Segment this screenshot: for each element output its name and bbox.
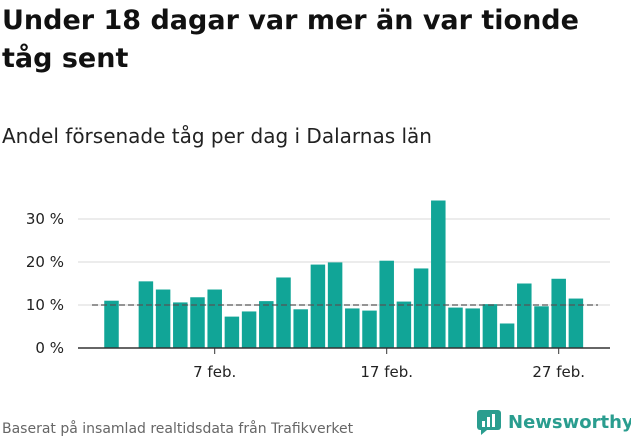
bar (276, 277, 291, 348)
y-tick-label: 30 % (26, 210, 64, 228)
bar (396, 301, 412, 348)
bar (448, 307, 463, 348)
bar (362, 310, 377, 348)
bar (568, 298, 584, 348)
brand-name: Newsworthy (508, 411, 631, 433)
bar (224, 316, 240, 348)
x-tick-label: 27 feb. (532, 363, 585, 381)
bar (293, 309, 308, 348)
bar (465, 308, 480, 348)
bar (173, 302, 188, 348)
newsworthy-logo-icon (477, 410, 501, 435)
y-tick-label: 0 % (35, 339, 64, 357)
bar (190, 297, 205, 348)
bar (345, 308, 360, 348)
bar (207, 289, 222, 348)
source-note: Baserat på insamlad realtidsdata från Tr… (2, 421, 354, 437)
chart-title: Under 18 dagar var mer än var tionde tåg… (2, 5, 579, 74)
bar (104, 300, 119, 348)
bar (482, 304, 498, 348)
bar (534, 306, 549, 348)
bar (499, 323, 515, 348)
bar (241, 311, 257, 348)
bar (379, 260, 394, 348)
bar (517, 283, 532, 348)
bar (413, 268, 429, 348)
brand-logo: Newsworthy (476, 407, 631, 437)
chart-subtitle: Andel försenade tåg per dag i Dalarnas l… (2, 124, 432, 148)
x-tick-label: 17 feb. (360, 363, 413, 381)
y-tick-label: 20 % (26, 253, 64, 271)
bar (551, 278, 566, 348)
bar (310, 264, 326, 348)
bar (155, 289, 171, 348)
x-tick-label: 7 feb. (193, 363, 236, 381)
bar (138, 281, 154, 348)
y-tick-label: 10 % (26, 296, 64, 314)
bar (259, 301, 274, 348)
bar (431, 200, 446, 348)
